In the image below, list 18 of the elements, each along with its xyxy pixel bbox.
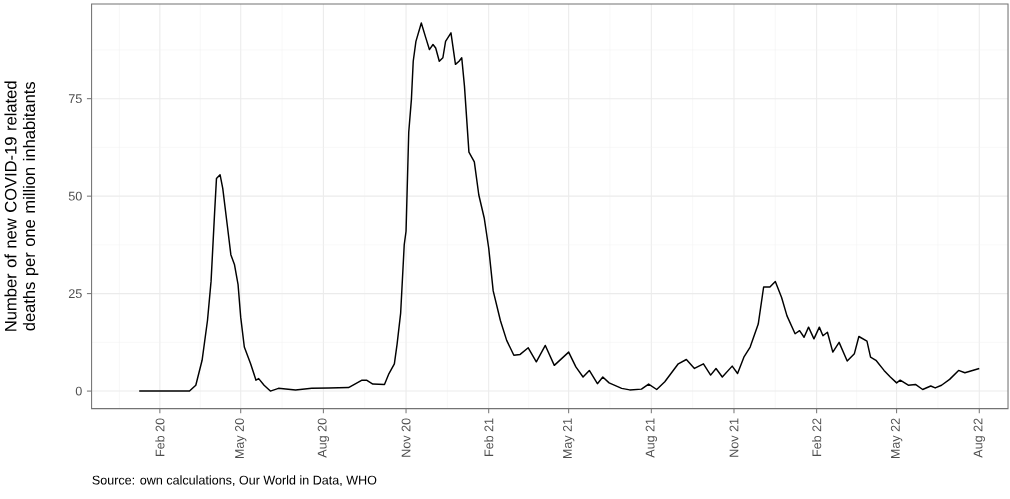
y-tick-label: 0 (75, 386, 82, 396)
x-tick-label: May 22 (890, 418, 903, 459)
y-tick-label: 25 (68, 289, 82, 299)
x-tick-label: May 21 (562, 418, 575, 459)
source-note: Source: own calculations, Our World in Data, WHO (92, 475, 377, 487)
x-tick-label: Aug 20 (317, 418, 330, 458)
y-tick-label: 75 (68, 94, 82, 104)
y-tick-label: 50 (68, 191, 82, 201)
y-axis-title: Number of new COVID-19 related deaths per one million inhabitants (4, 81, 39, 331)
x-tick-label: May 20 (235, 418, 247, 459)
x-tick-label: Feb 22 (812, 418, 822, 457)
x-tick-label: Aug 21 (645, 418, 658, 458)
x-tick-label: Feb 20 (155, 418, 165, 457)
x-tick-label: Aug 22 (973, 418, 985, 458)
x-tick-label: Nov 20 (401, 418, 411, 457)
line-series (138, 22, 980, 392)
x-tick-label: Feb 21 (484, 418, 494, 457)
x-tick-label: Nov 21 (729, 418, 739, 457)
